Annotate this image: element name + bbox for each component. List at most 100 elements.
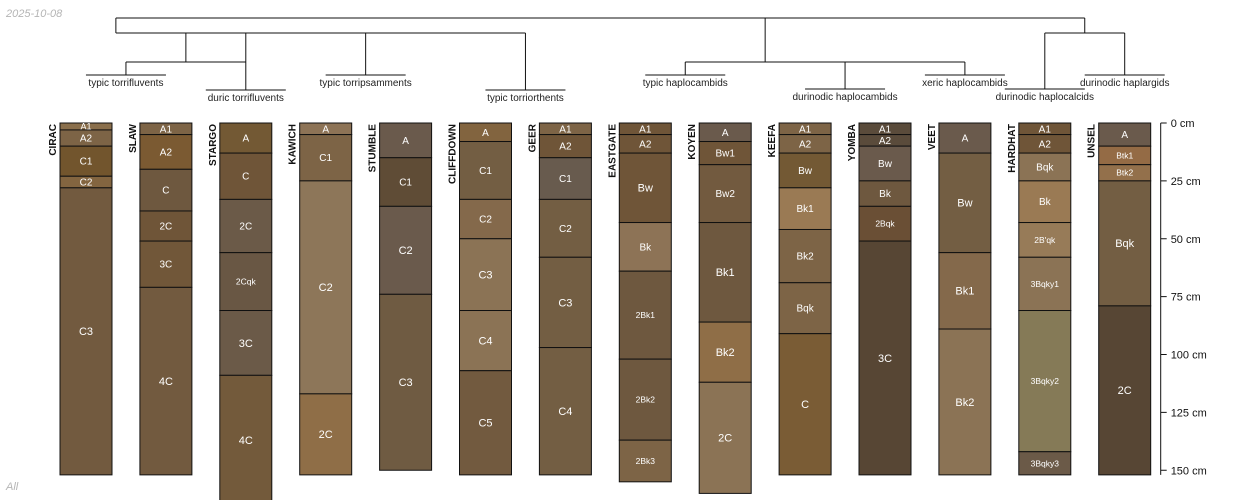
horizon-label: Bw [798,166,813,177]
horizon-label: 2C [160,222,173,233]
profile-name: KOYEN [687,124,698,160]
horizon-block [459,370,512,476]
horizon-block [1018,222,1072,258]
horizon-label: C [801,399,809,411]
horizon-label: 4C [159,376,173,388]
subgroup-label: durinodic haplargids [1080,78,1170,89]
horizon-label: A1 [559,124,572,135]
horizon-block [139,210,193,242]
horizon-block [379,293,433,471]
axis-tick-label: 0 cm [1171,118,1195,130]
horizon-block [299,134,353,182]
horizon-block [459,141,512,200]
profile-cirac: A1 A2 C1 C2 C3 CIRAC [48,122,113,476]
profile-eastgate: A1 A2 Bw Bk 2Bk1 2Bk2 2Bk3 EASTGATE [607,122,672,483]
horizon-block [938,152,992,254]
horizon-label: C3 [558,297,572,309]
profile-veet: A Bw Bk1 Bk2 VEET [927,122,992,476]
horizon-label: Bk2 [796,252,814,263]
horizon-label: A2 [799,139,812,150]
horizon-label: C [162,186,169,197]
horizon-label: 2Bk1 [636,310,656,320]
subgroup-label: typic torripsamments [320,78,412,89]
horizon-label: Bk1 [796,204,814,215]
horizon-block [459,238,512,312]
horizon-label: A2 [1039,139,1052,150]
horizon-label: C3 [478,269,492,281]
horizon-label: Bqk [796,304,814,315]
horizon-label: A [242,134,249,145]
horizon-label: 2Bqk [875,219,895,229]
horizon-block [1018,310,1072,453]
horizon-block [538,347,592,476]
horizon-label: Bk [879,189,892,200]
horizon-block [938,328,992,476]
horizon-label: C [242,172,249,183]
profile-hardhat: A1 A2 Bqk Bk 2B'qk 3Bqky1 3Bqky2 3Bqky3 HARDHAT [1007,122,1072,476]
horizon-label: C1 [80,157,93,168]
subgroup-label: durinodic haplocambids [793,92,898,103]
horizon-block [379,157,433,207]
horizon-label: 3Bqky1 [1031,279,1060,289]
horizon-label: C2 [80,178,93,189]
horizon-label: 2C [1118,385,1132,397]
horizon-label: 2Cqk [236,277,257,287]
horizon-label: Btk2 [1116,168,1133,178]
horizon-block [1098,180,1152,307]
horizon-label: Btk1 [1116,150,1133,160]
horizon-block [618,222,672,272]
horizon-label: A2 [160,147,173,158]
horizon-label: A [322,124,329,135]
horizon-label: A1 [799,124,812,135]
horizon-label: Bk [639,242,652,253]
axis-tick-label: 75 cm [1171,292,1201,304]
axis-tick-label: 25 cm [1171,176,1201,188]
horizon-label: C2 [399,245,413,257]
horizon-block [698,222,752,323]
horizon-label: C2 [479,215,492,226]
horizon-label: C5 [478,418,492,430]
horizon-block [538,157,592,200]
horizon-label: C1 [559,174,572,185]
dendrogram: typic torrifluvents duric torrifluvents ty… [85,17,1170,104]
horizon-block [618,439,672,483]
horizon-label: A1 [879,124,892,135]
axis-tick-label: 150 cm [1171,465,1207,477]
horizon-block [618,270,672,360]
profile-geer: A1 A2 C1 C2 C3 C4 GEER [527,122,592,476]
horizon-label: 2C [718,433,732,445]
horizon-label: A [402,136,409,147]
horizon-block [219,374,273,500]
horizon-label: Bk1 [955,286,974,298]
profile-name: STARGO [208,124,219,166]
subgroup-label: typic torriorthents [487,93,564,104]
horizon-block [219,198,273,254]
horizon-block [698,321,752,383]
horizon-label: C2 [559,224,572,235]
horizon-label: 4C [239,435,253,447]
horizon-block [59,187,113,476]
profile-name: CIRAC [48,124,59,156]
horizon-block [219,310,273,376]
horizon-block [219,252,273,312]
axis-tick-label: 125 cm [1171,407,1207,419]
horizon-label: 3C [160,260,173,271]
profile-name: HARDHAT [1007,124,1018,173]
profile-stargo: A C 2C 2Cqk 3C 4C STARGO [208,122,273,500]
horizon-block [938,122,992,154]
horizon-block [778,187,832,230]
horizon-label: A1 [1039,124,1052,135]
horizon-block [778,333,832,476]
horizon-label: C3 [399,377,413,389]
horizon-block [1098,305,1152,476]
subgroup-label: typic torrifluvents [88,78,163,89]
horizon-label: Bw2 [715,189,735,200]
horizon-label: C1 [319,153,332,164]
horizon-label: C2 [319,282,333,294]
horizon-block [459,198,512,240]
horizon-label: 2C [319,429,333,441]
profile-name: CLIFFDOWN [448,124,459,184]
horizon-block [299,393,353,476]
